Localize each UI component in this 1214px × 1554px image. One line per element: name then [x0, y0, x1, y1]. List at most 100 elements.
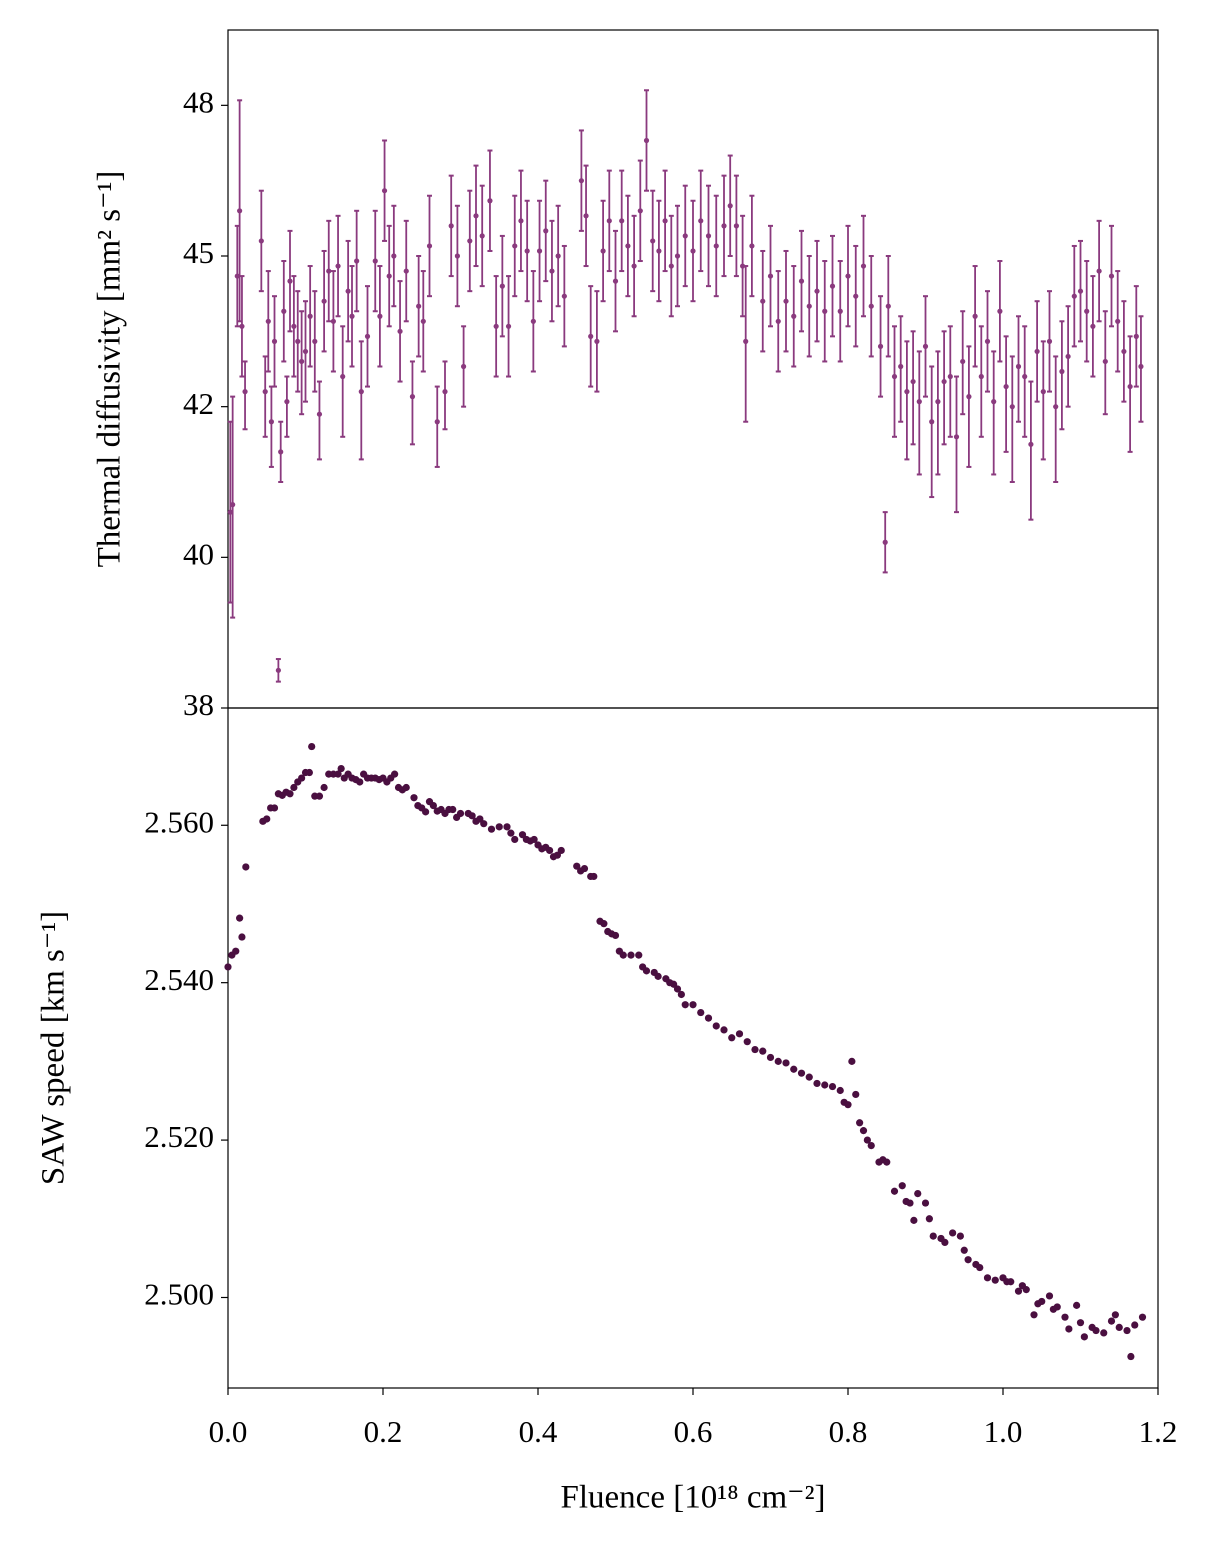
data-point [885, 303, 891, 309]
data-point [1138, 1313, 1147, 1321]
data-point [631, 263, 637, 269]
data-point [308, 742, 316, 751]
data-point [797, 1069, 806, 1077]
panel: 2.500 2.520 2.540 2.560 0.0 0.2 0.4 0.6 0.8 1.0 1.… [36, 707, 1178, 1516]
data-point [921, 1199, 930, 1207]
data-point [495, 823, 503, 831]
x-tick-label: 1.2 [1139, 1414, 1178, 1449]
data-point [635, 951, 643, 959]
data-point [956, 1232, 964, 1240]
data-point [984, 338, 991, 344]
data-point [287, 278, 293, 284]
data-point [299, 358, 305, 365]
data-point [555, 253, 561, 259]
data-point [1111, 1311, 1119, 1319]
data-point [612, 278, 619, 284]
data-point [391, 253, 397, 259]
data-point [1007, 1278, 1015, 1286]
data-point [790, 1065, 798, 1073]
data-point [530, 318, 536, 324]
data-point [1080, 1333, 1088, 1341]
data-point [712, 1022, 720, 1030]
data-point [1096, 268, 1102, 274]
data-point [733, 223, 740, 229]
data-point [1053, 1303, 1061, 1311]
data-point [334, 770, 342, 778]
data-point [1053, 404, 1059, 410]
data-point [906, 1199, 914, 1207]
data-point [643, 137, 650, 144]
data-point [594, 338, 600, 344]
data-point [668, 263, 674, 269]
data-point [1100, 1329, 1108, 1337]
data-point [1127, 383, 1133, 390]
data-point [234, 273, 240, 279]
data-point [991, 1276, 999, 1284]
data-point [270, 804, 279, 812]
data-point [315, 792, 324, 800]
data-point [689, 1001, 697, 1009]
data-point [227, 509, 233, 515]
data-point [828, 1082, 837, 1091]
data-point [518, 218, 524, 224]
y-tick-label: 40 [183, 536, 214, 571]
data-point [941, 378, 947, 385]
data-point [713, 243, 719, 249]
data-point [1138, 363, 1144, 370]
data-point [698, 218, 704, 224]
data-point [867, 1141, 875, 1150]
data-point [580, 864, 589, 873]
data-point [456, 809, 465, 818]
data-point [821, 1081, 829, 1089]
data-point [326, 268, 332, 274]
data-point [682, 233, 688, 239]
data-point [805, 1073, 813, 1081]
data-point [467, 238, 473, 244]
data-point [268, 419, 274, 425]
data-point [767, 273, 774, 279]
x-tick-label: 0.2 [364, 1414, 403, 1449]
data-point [929, 419, 935, 425]
data-point [278, 449, 284, 455]
data-point [1014, 1287, 1023, 1295]
data-point [499, 283, 505, 289]
data-point [590, 872, 598, 881]
data-point [358, 389, 364, 395]
data-point [258, 238, 264, 244]
y-tick-label: 2.540 [144, 962, 214, 997]
data-point [853, 293, 859, 299]
data-point [1071, 293, 1077, 299]
data-point [265, 318, 271, 324]
data-point [345, 288, 351, 294]
y-tick-label: 42 [183, 386, 214, 421]
data-point [1108, 273, 1115, 279]
data-point [364, 333, 371, 339]
data-point [262, 389, 268, 395]
data-point [775, 318, 781, 324]
data-point [316, 411, 323, 417]
data-point [307, 313, 313, 319]
data-point [935, 399, 941, 405]
data-point [583, 213, 589, 219]
data-point [557, 846, 565, 855]
data-point [690, 248, 696, 254]
data-point [356, 778, 364, 786]
data-point [298, 774, 306, 782]
y-tick-label: 2.500 [144, 1277, 214, 1312]
data-point [224, 963, 232, 971]
y-tick-label: 38 [183, 687, 214, 722]
data-point [320, 783, 328, 792]
data-point [914, 1190, 922, 1198]
data-point [1115, 1323, 1123, 1331]
data-point [1038, 1297, 1046, 1306]
data-point [721, 223, 727, 229]
data-point [922, 343, 929, 349]
data-point [312, 338, 318, 344]
data-point [720, 1026, 728, 1034]
data-point [505, 323, 512, 329]
data-point [983, 1274, 992, 1282]
data-point [852, 1090, 860, 1099]
data-point [1090, 323, 1096, 329]
data-point [493, 323, 499, 329]
y-tick-label: 2.520 [144, 1119, 214, 1154]
